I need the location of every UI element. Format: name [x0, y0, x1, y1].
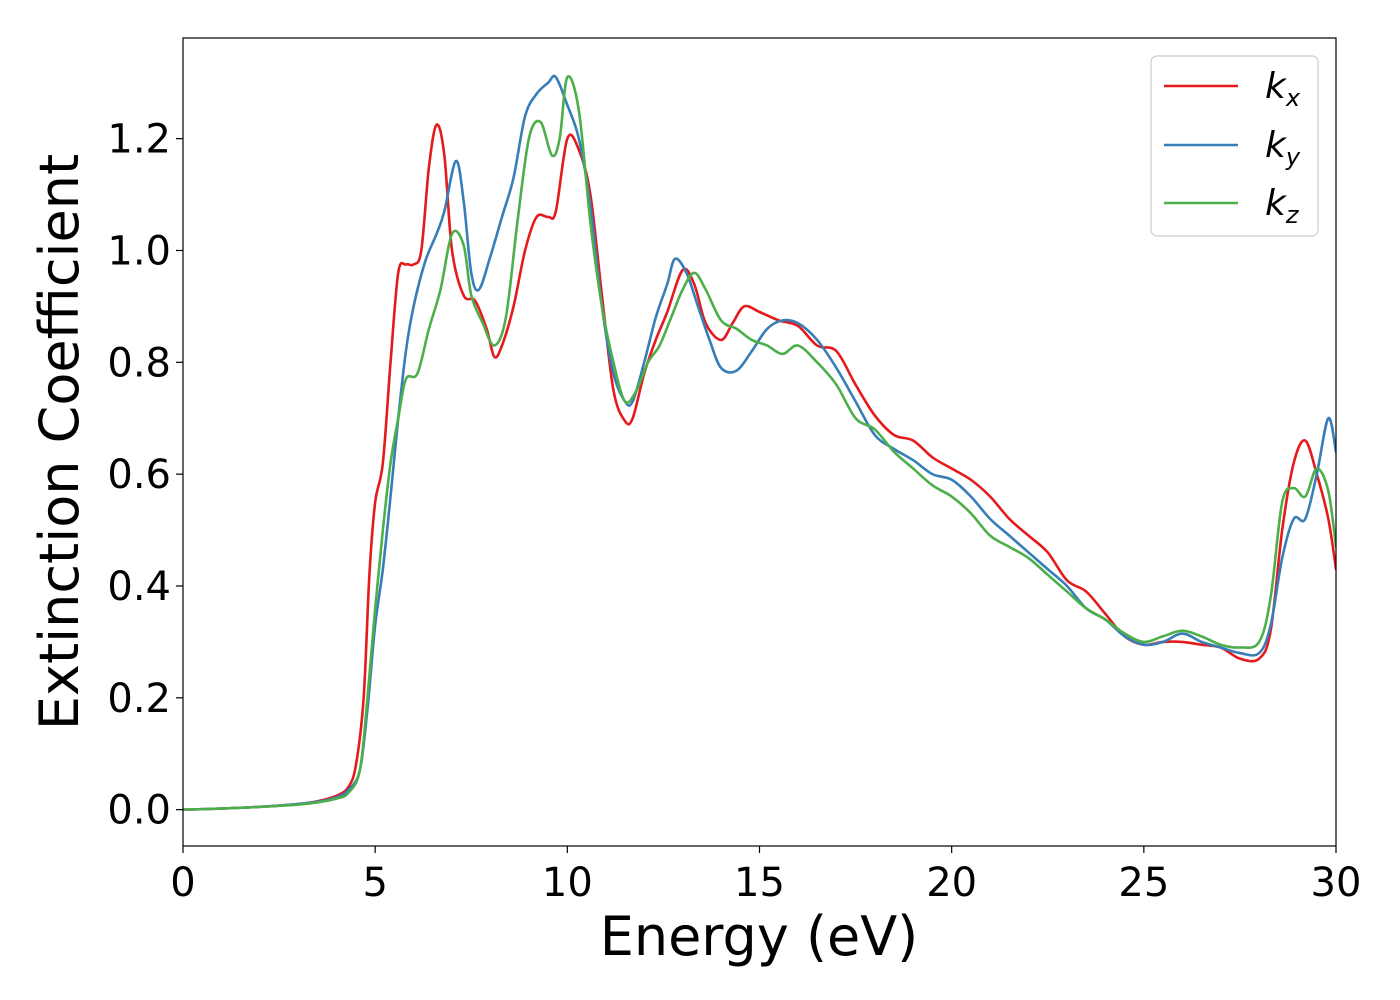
x-axis-title: Energy (eV) [600, 905, 919, 968]
y-tick-label: 0.6 [107, 452, 171, 498]
y-axis-title: Extinction Coefficient [28, 154, 91, 730]
legend-label-kz: kz [1265, 183, 1300, 229]
x-axis: 0 5 10 15 20 25 30 [170, 846, 1361, 906]
x-tick-label: 25 [1118, 860, 1169, 906]
plot-background [183, 38, 1336, 846]
y-tick-label: 1.2 [107, 117, 171, 163]
y-tick-label: 0.8 [107, 340, 171, 386]
x-tick-label: 5 [362, 860, 387, 906]
y-tick-label: 0.0 [107, 788, 171, 834]
series-layer [183, 74, 1336, 811]
legend-label-ky: ky [1265, 125, 1301, 171]
x-tick-label: 15 [734, 860, 785, 906]
y-axis: 0.0 0.2 0.4 0.6 0.8 1.0 1.2 [107, 117, 183, 834]
series-line-ky [183, 74, 1336, 811]
x-tick-label: 10 [542, 860, 593, 906]
series-line-kz [183, 74, 1336, 811]
y-tick-label: 1.0 [107, 228, 171, 274]
y-tick-label: 0.4 [107, 564, 171, 610]
legend-label-kx: kx [1265, 66, 1301, 112]
x-tick-label: 30 [1311, 860, 1362, 906]
legend: kx ky kz [1150, 55, 1319, 237]
x-tick-label: 0 [170, 860, 195, 906]
y-tick-label: 0.2 [107, 676, 171, 722]
x-tick-label: 20 [926, 860, 977, 906]
